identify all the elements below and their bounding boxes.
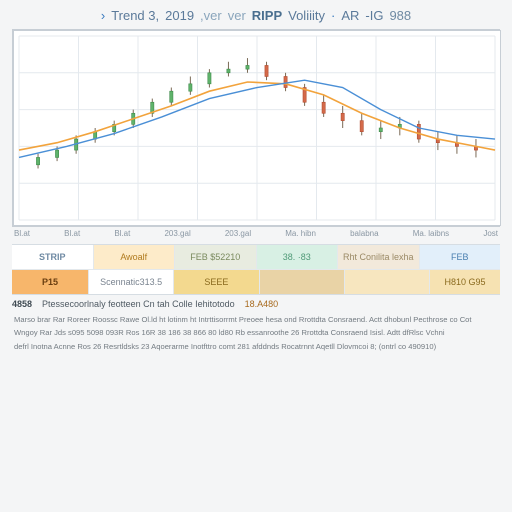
caption-row: 4858 Ptessecoorlnaly feotteen Cn tah Col… <box>12 299 500 309</box>
title-word: ver <box>228 8 246 23</box>
price-chart[interactable] <box>12 29 500 227</box>
title-symbol: RIPP <box>252 8 282 23</box>
metrics-row: STRIP Awoalf FEB $52210 38. ·83 Rht Coni… <box>12 245 500 269</box>
metric-cell[interactable]: P15 <box>12 270 89 294</box>
x-tick: 203.gal <box>164 229 190 238</box>
x-tick: Bl.at <box>14 229 30 238</box>
title-number: 988 <box>389 8 411 23</box>
title-word: -IG <box>365 8 383 23</box>
chart-canvas <box>13 30 501 226</box>
metric-cell[interactable]: SEEE <box>174 270 259 294</box>
x-tick: Bl.at <box>64 229 80 238</box>
metric-cell[interactable]: H810 G95 <box>430 270 500 294</box>
footer-line: defrl Inotna Acnne Ros 26 Resrtldsks 23 … <box>14 342 498 352</box>
caption-num: 18.A480 <box>245 299 279 309</box>
x-axis-labels: Bl.at Bl.at Bl.at 203.gal 203.gal Ma. hi… <box>0 227 512 244</box>
x-tick: Ma. laibns <box>413 229 449 238</box>
metric-cell[interactable]: STRIP <box>12 245 94 269</box>
title-word: AR <box>341 8 359 23</box>
caption-code: 4858 <box>12 299 32 309</box>
title-glyph: · <box>331 8 335 23</box>
title-word: ,ver <box>200 8 222 23</box>
footer-line: Wngoy Rar Jds s095 5098 093R Ros 16R 38 … <box>14 328 498 338</box>
metric-cell[interactable]: Scennatic313.5 <box>89 270 174 294</box>
title-glyph: › <box>101 8 105 23</box>
metric-cell[interactable] <box>260 270 345 294</box>
x-tick: Jost <box>483 229 498 238</box>
footer-line: Marso brar Rar Roreer Roossc Rawe Ol.ld … <box>14 315 498 325</box>
title-word: Voliiity <box>288 8 325 23</box>
metrics-panel: STRIP Awoalf FEB $52210 38. ·83 Rht Coni… <box>12 244 500 295</box>
chart-title: › Trend 3, 2019 ,ver ver RIPP Voliiity ·… <box>0 0 512 27</box>
metric-cell[interactable]: Awoalf <box>94 245 176 269</box>
x-tick: Ma. hibn <box>285 229 316 238</box>
title-word: Trend 3, <box>111 8 159 23</box>
x-tick: balabna <box>350 229 378 238</box>
metric-cell[interactable]: FEB $52210 <box>175 245 257 269</box>
footer-text: Marso brar Rar Roreer Roossc Rawe Ol.ld … <box>14 315 498 352</box>
metric-cell[interactable] <box>345 270 430 294</box>
metric-cell[interactable]: Rht Conilita lexha <box>338 245 420 269</box>
x-tick: Bl.at <box>114 229 130 238</box>
metrics-row: P15 Scennatic313.5 SEEE H810 G95 <box>12 269 500 294</box>
metric-cell[interactable]: FEB <box>420 245 501 269</box>
title-year: 2019 <box>165 8 194 23</box>
caption-text: Ptessecoorlnaly feotteen Cn tah Colle Ie… <box>42 299 235 309</box>
x-tick: 203.gal <box>225 229 251 238</box>
metric-cell[interactable]: 38. ·83 <box>257 245 339 269</box>
